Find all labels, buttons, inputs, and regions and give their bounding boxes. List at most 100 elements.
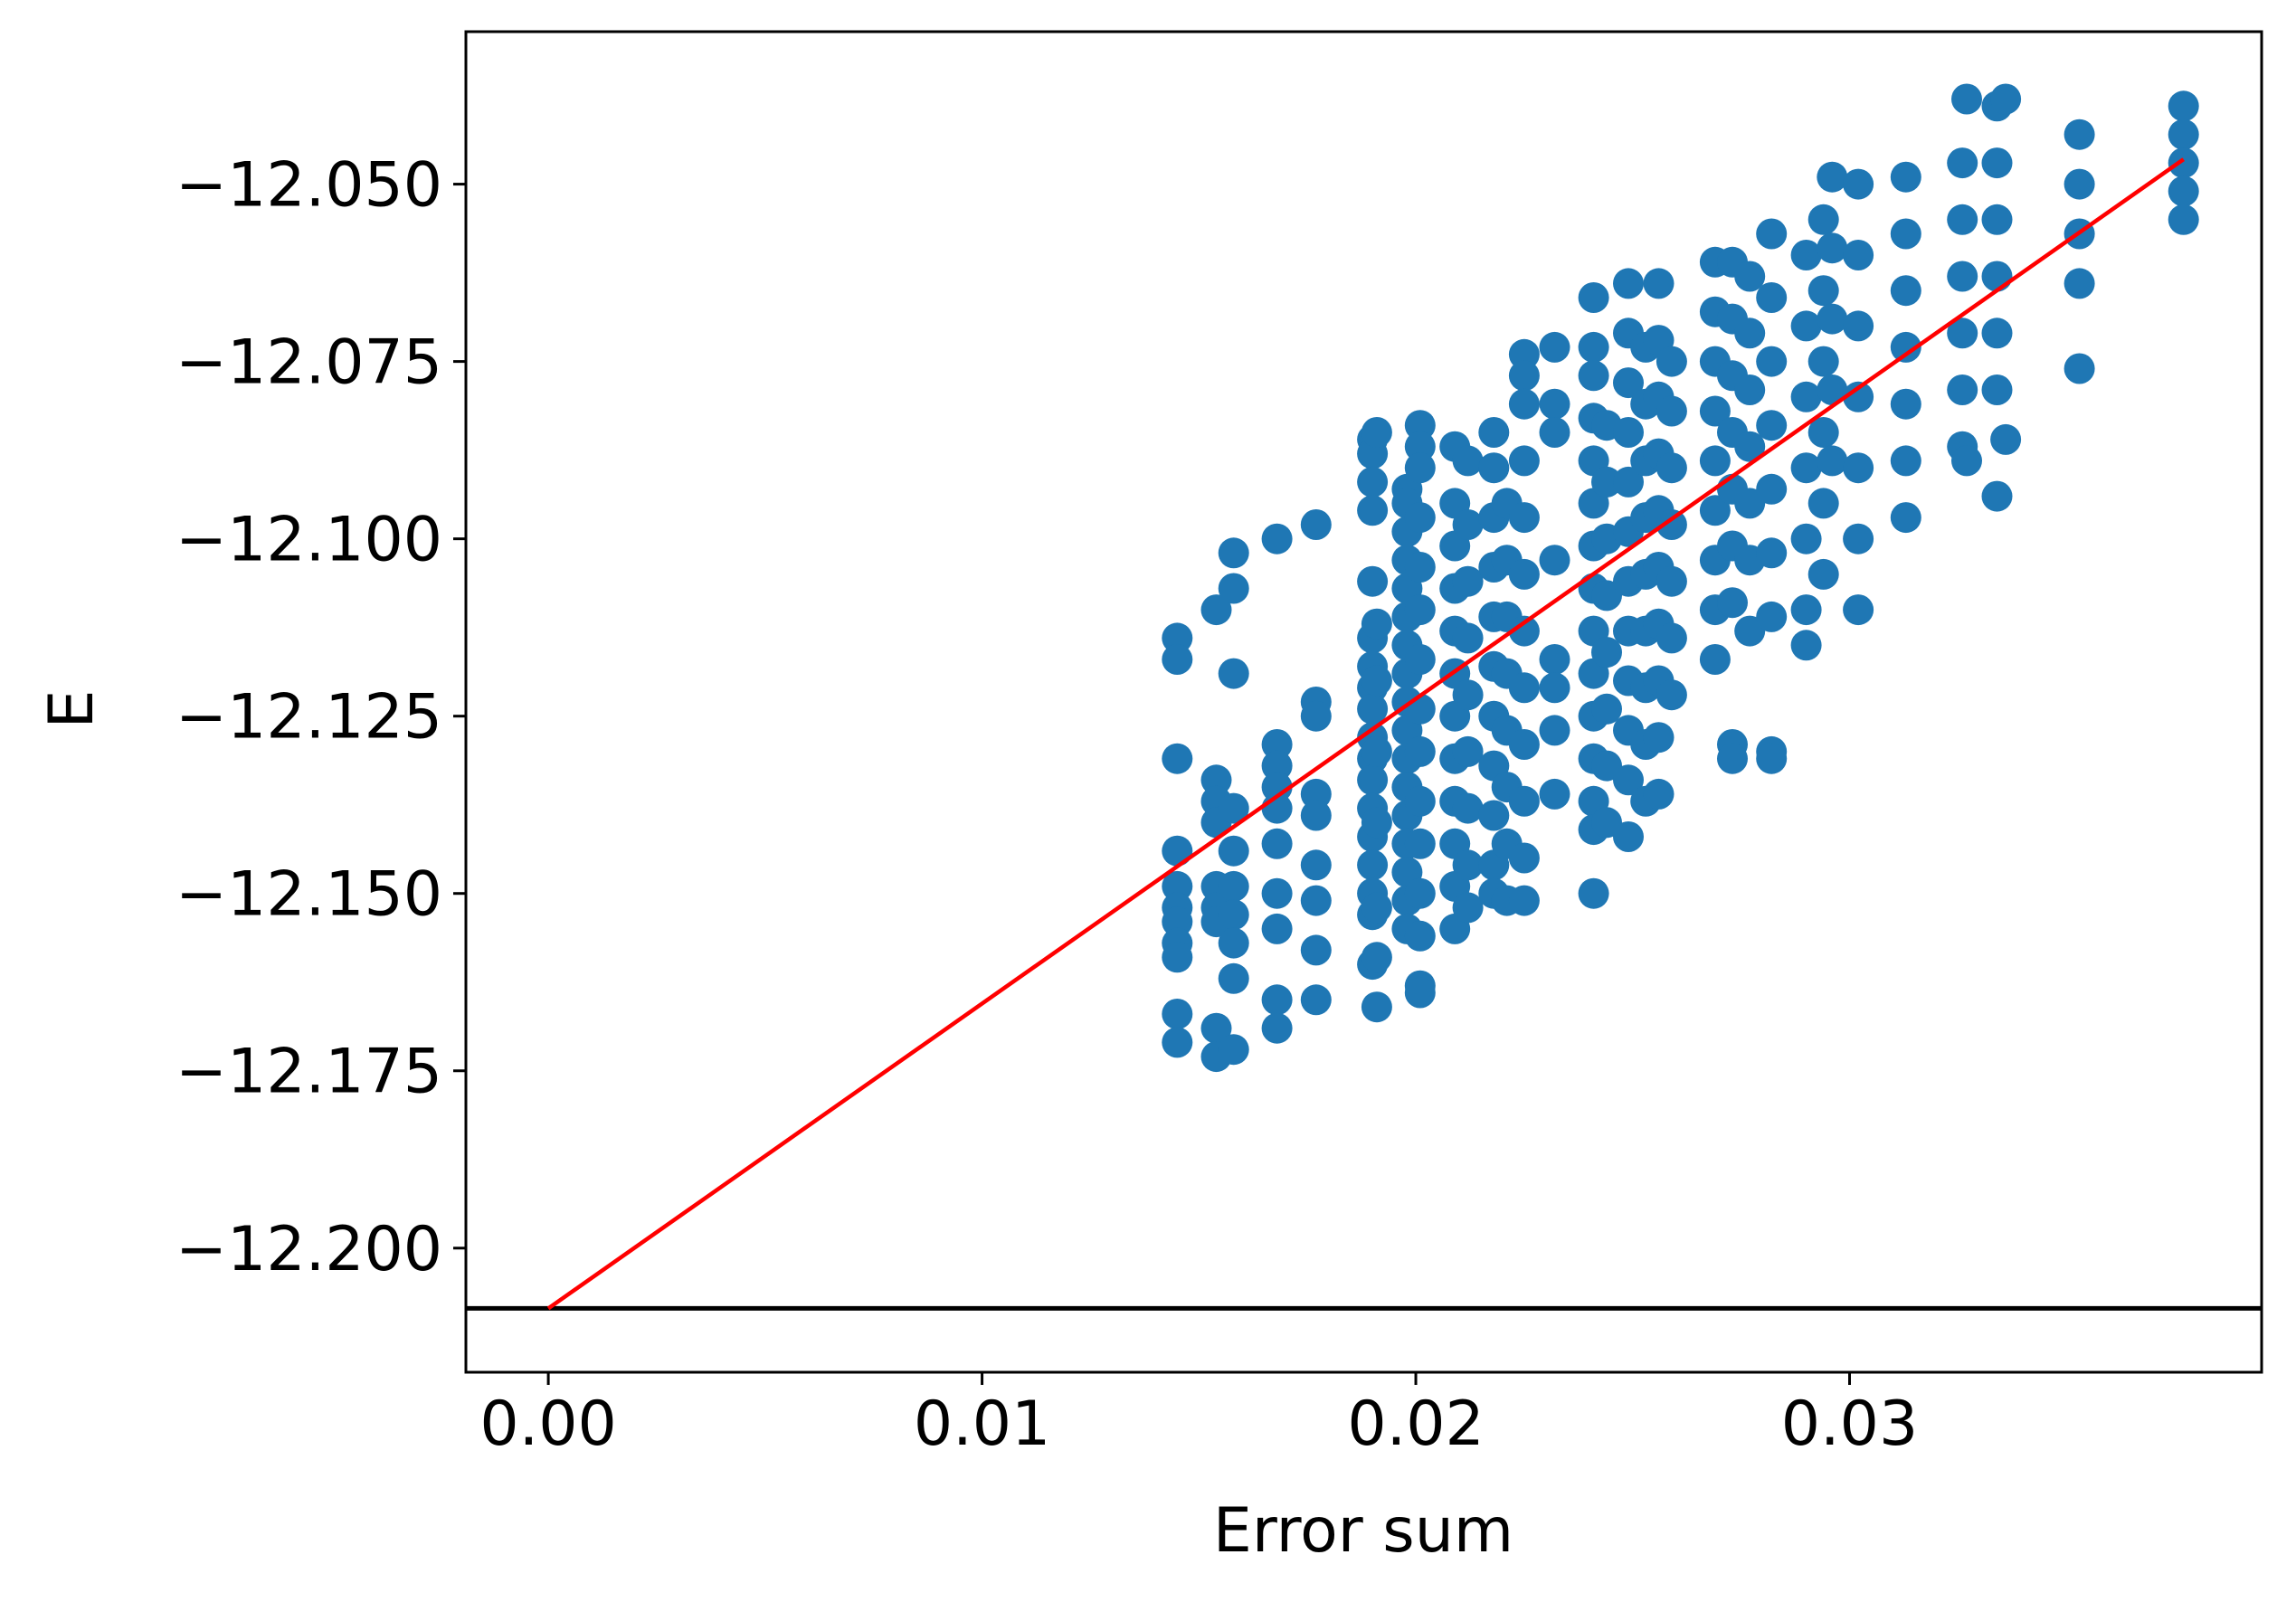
data-point xyxy=(1951,83,1982,115)
data-point xyxy=(1218,1034,1249,1066)
y-axis: −12.050 −12.075 −12.100 −12.125 −12.150 −12.1… xyxy=(176,150,466,1285)
data-point xyxy=(1478,800,1510,831)
data-point xyxy=(1807,488,1839,519)
data-point xyxy=(1981,374,2013,405)
data-point xyxy=(1261,913,1293,944)
data-point xyxy=(1699,395,1731,427)
data-point xyxy=(1539,417,1570,448)
data-point xyxy=(1361,417,1392,448)
data-point xyxy=(1361,735,1392,767)
data-point xyxy=(1300,778,1332,810)
data-point xyxy=(1890,388,1921,420)
data-point xyxy=(1790,452,1822,484)
data-point xyxy=(1578,877,1609,909)
data-point xyxy=(1162,1027,1193,1058)
data-point xyxy=(1452,679,1484,711)
data-point xyxy=(1790,523,1822,555)
data-point xyxy=(1200,764,1232,796)
data-point xyxy=(1508,360,1540,392)
y-axis-label: E xyxy=(36,690,108,729)
data-point xyxy=(1539,331,1570,363)
data-point xyxy=(1218,573,1249,604)
data-point xyxy=(1756,282,1788,313)
fit-line xyxy=(546,157,2185,1311)
data-point xyxy=(1452,622,1484,654)
data-point xyxy=(1361,665,1392,697)
data-point xyxy=(1756,601,1788,632)
data-point xyxy=(1162,942,1193,973)
data-point xyxy=(1656,565,1687,597)
data-point xyxy=(1404,735,1436,767)
data-point xyxy=(1790,630,1822,661)
data-point xyxy=(1817,161,1848,193)
data-point xyxy=(2064,118,2095,150)
data-point xyxy=(1404,828,1436,859)
data-point xyxy=(2168,147,2199,179)
data-point xyxy=(1404,502,1436,534)
data-point xyxy=(1261,877,1293,909)
data-point xyxy=(1717,587,1748,619)
data-point xyxy=(1452,849,1484,881)
data-point xyxy=(1261,729,1293,760)
data-point xyxy=(1981,147,2013,179)
data-point xyxy=(1508,338,1540,370)
data-point xyxy=(1717,743,1748,774)
data-point xyxy=(1591,580,1622,611)
data-point xyxy=(1162,743,1193,774)
x-tick-label: 0.01 xyxy=(914,1389,1050,1460)
data-point xyxy=(1508,672,1540,704)
data-point xyxy=(1656,395,1687,427)
plot-frame xyxy=(464,30,2263,1374)
data-point xyxy=(1261,984,1293,1016)
data-point xyxy=(1807,346,1839,377)
x-axis-label: Error sum xyxy=(1213,1495,1513,1567)
data-point xyxy=(1843,523,1874,555)
data-point xyxy=(1843,381,1874,412)
data-point xyxy=(1817,232,1848,264)
y-tick-label: −12.075 xyxy=(176,327,442,399)
data-point xyxy=(1591,750,1622,782)
data-point xyxy=(1807,558,1839,590)
data-point xyxy=(1452,892,1484,924)
data-point xyxy=(1162,622,1193,654)
y-tick-label: −12.100 xyxy=(176,505,442,576)
data-point xyxy=(1643,268,1675,299)
data-point xyxy=(1843,594,1874,626)
data-point xyxy=(1734,615,1766,647)
data-point xyxy=(1947,147,1978,179)
data-point xyxy=(1508,388,1540,420)
data-point xyxy=(1508,615,1540,647)
data-point xyxy=(1890,502,1921,534)
data-point xyxy=(1947,261,1978,292)
data-point xyxy=(1508,785,1540,817)
data-point xyxy=(1452,735,1484,767)
data-point xyxy=(1734,488,1766,519)
data-point xyxy=(1807,417,1839,448)
data-point xyxy=(1261,1012,1293,1044)
data-point xyxy=(1404,644,1436,675)
data-point xyxy=(1404,920,1436,952)
data-point xyxy=(1357,466,1389,498)
data-point xyxy=(1404,431,1436,462)
data-point xyxy=(2168,204,2199,235)
data-point xyxy=(1361,892,1392,924)
data-point xyxy=(1261,523,1293,555)
data-point xyxy=(1200,1012,1232,1044)
data-point xyxy=(1452,565,1484,597)
data-point xyxy=(1613,367,1644,399)
data-point xyxy=(1578,360,1609,392)
data-point xyxy=(1539,545,1570,576)
y-tick-label: −12.175 xyxy=(176,1037,442,1108)
data-point xyxy=(1656,679,1687,711)
data-point xyxy=(1843,452,1874,484)
data-point xyxy=(1807,204,1839,235)
data-point xyxy=(1508,885,1540,916)
data-point xyxy=(1261,828,1293,859)
data-point xyxy=(1613,466,1644,498)
data-point xyxy=(1404,452,1436,484)
data-point xyxy=(1990,83,2022,115)
data-point xyxy=(1218,870,1249,902)
data-point xyxy=(1162,644,1193,675)
data-point xyxy=(1539,644,1570,675)
data-point xyxy=(1452,792,1484,824)
